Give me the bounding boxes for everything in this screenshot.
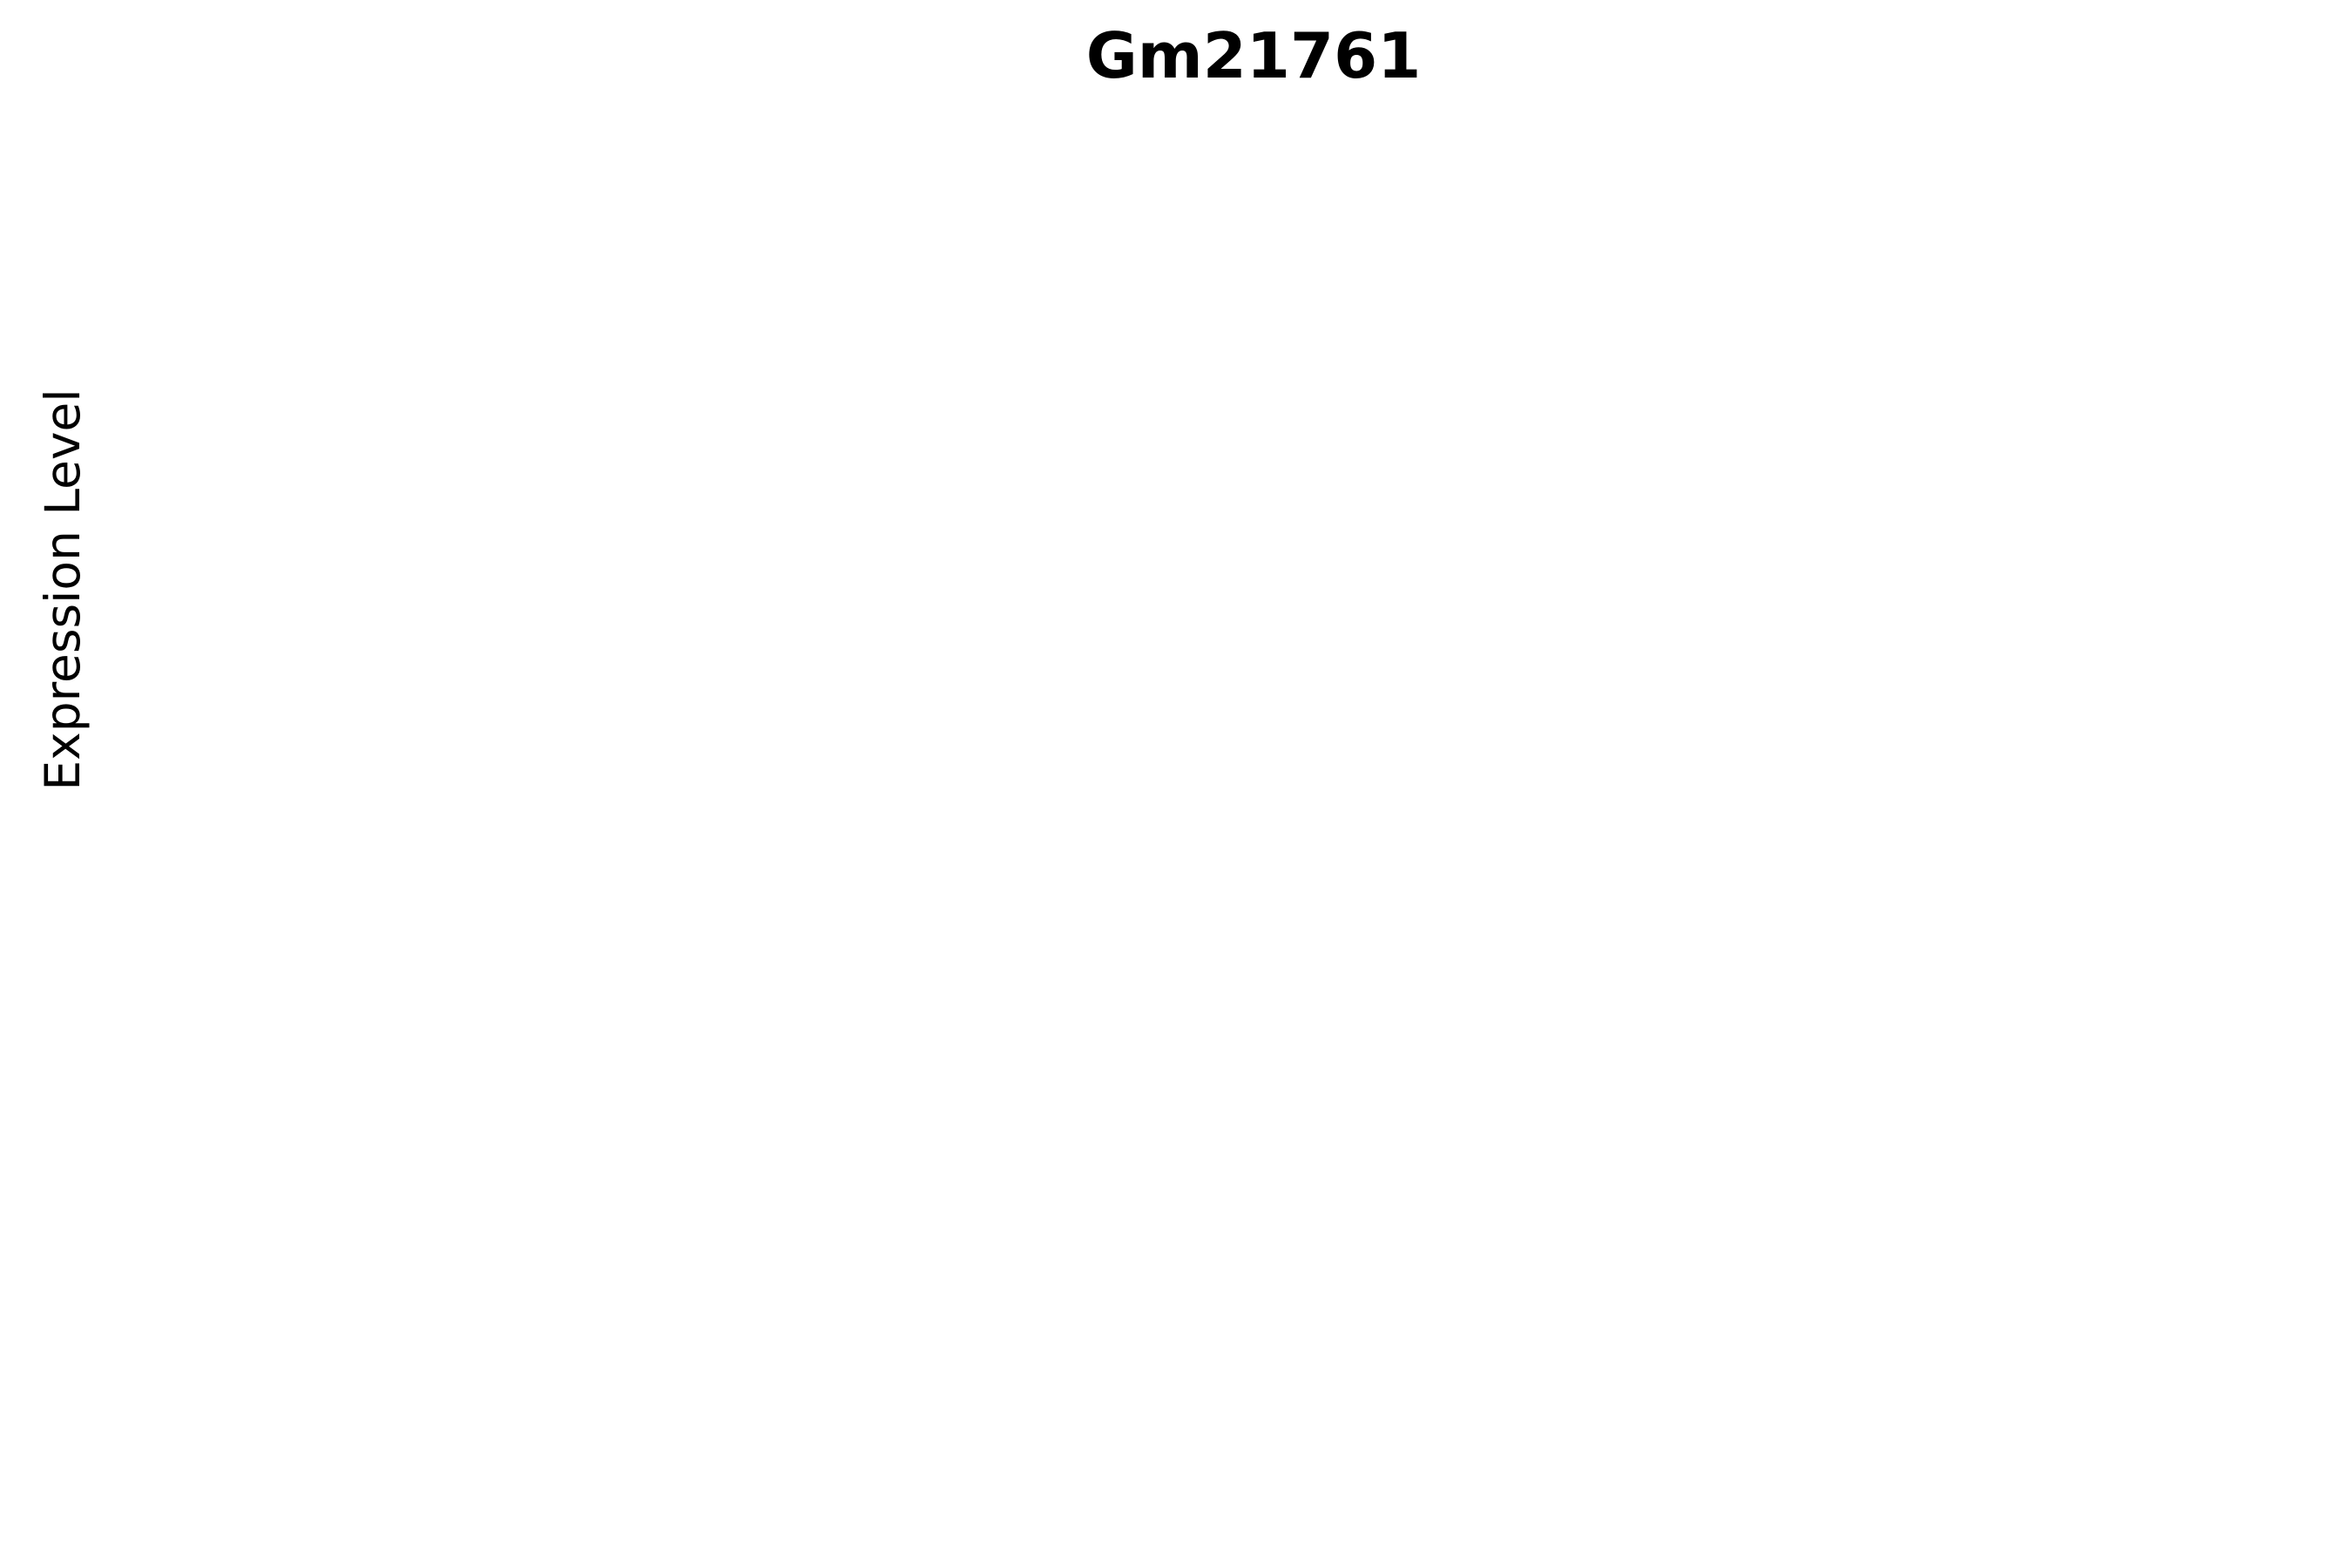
plot-title: Gm21761 — [1085, 19, 1422, 92]
